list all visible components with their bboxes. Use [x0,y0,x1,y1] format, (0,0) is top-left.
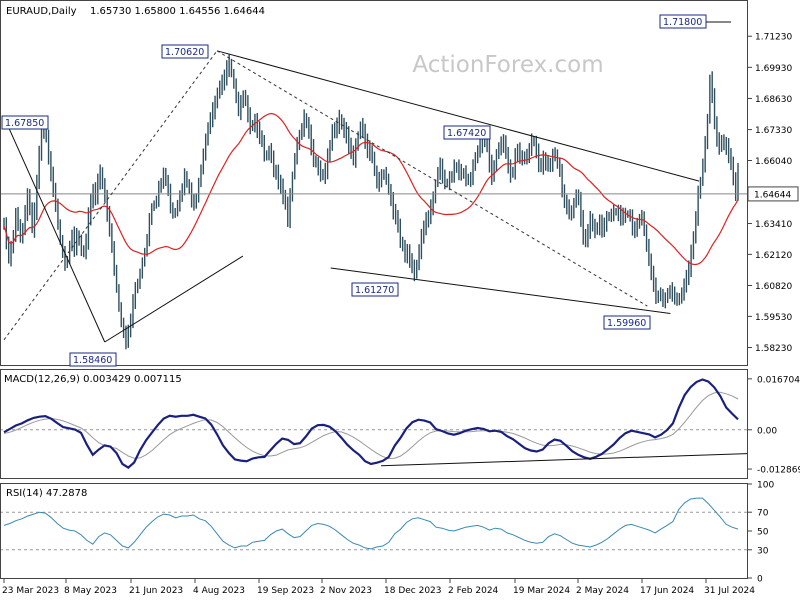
watermark: ActionForex.com [412,52,603,78]
support-trendline [330,267,671,315]
rsi-axis: 100 70 50 30 0 [747,481,774,585]
macd-label: MACD(12,26,9) 0.003429 0.007115 [4,374,182,385]
rsi-tick-label: 50 [757,528,769,538]
dashed-decline-line [216,50,648,307]
price-level-label: 1.59960 [607,318,646,329]
rsi-tick-label: 100 [757,481,774,491]
moving-average-line [3,112,739,266]
date-tick-label: 21 Jun 2023 [129,586,183,596]
price-level-box [161,44,209,59]
price-axis: 1.712301.699301.686301.673301.660401.647… [747,33,799,354]
date-tick-label: 19 Mar 2024 [513,586,570,596]
price-plot [1,50,747,350]
current-price-label: 1.64644 [754,190,791,200]
price-level-box [351,282,399,297]
price-tick-label: 1.67330 [755,126,792,136]
macd-line [3,378,739,469]
price-level-box [69,352,117,367]
price-level-box [443,125,491,140]
price-panel-frame [0,0,748,366]
macd-tick-label: 0.016704 [757,375,800,385]
ohlc-label: 1.65730 1.65800 1.64556 1.64644 [90,6,265,17]
date-tick-label: 23 Mar 2023 [2,586,59,596]
price-tick-label: 1.58230 [755,344,792,354]
resistance-trendline [216,50,700,182]
date-tick-label: 2 Nov 2023 [320,586,372,596]
price-level-label: 1.71800 [663,17,702,28]
date-tick-label: 19 Sep 2023 [257,586,314,596]
rsi-tick-label: 0 [757,575,763,585]
macd-tick-label: -0.012869 [757,466,800,476]
rsi-line [3,497,739,550]
price-level-label: 1.67420 [447,128,486,139]
date-tick-label: 2 May 2024 [576,586,629,596]
symbol-label: EURAUD,Daily [6,6,77,17]
macd-support-trendline [381,453,747,467]
price-tick-label: 1.60820 [755,282,792,292]
price-level-label: 1.70620 [165,47,204,58]
decline-trendline [3,116,106,343]
price-tick-label: 1.68630 [755,95,792,105]
date-tick-label: 17 Jun 2024 [640,586,694,596]
price-level-label: 1.58460 [73,355,112,366]
price-tick-label: 1.62120 [755,251,792,261]
price-tick-label: 1.63410 [755,220,792,230]
rsi-tick-label: 70 [757,509,769,519]
rsi-plot [1,497,747,551]
rising-support-line [104,255,244,343]
price-tick-label: 1.71230 [755,33,792,43]
price-level-box [603,315,651,330]
macd-tick-label: 0.00 [757,426,777,436]
rsi-panel-frame [0,483,748,579]
price-tick-label: 1.59530 [755,313,792,323]
date-axis: 23 Mar 2023 8 May 2023 21 Jun 2023 4 Aug 20… [2,578,755,596]
macd-axis: 0.016704 0.00 -0.012869 [747,375,800,476]
price-level-box [1,115,49,130]
price-tick-label: 1.66040 [755,157,792,167]
date-tick-label: 2 Feb 2024 [448,586,499,596]
price-annotations: 1.67850 1.70620 1.58460 1.61270 1.67420 1.599… [1,14,732,367]
price-level-label: 1.67850 [5,118,44,129]
price-tick-label: 1.69930 [755,64,792,74]
rsi-tick-label: 30 [757,546,769,556]
date-tick-label: 8 May 2023 [64,586,117,596]
price-level-label: 1.61270 [355,285,394,296]
date-tick-label: 4 Aug 2023 [193,586,245,596]
macd-signal-line [3,391,739,460]
rsi-label: RSI(14) 47.2878 [6,488,87,499]
current-price-box [747,186,799,202]
date-tick-label: 18 Dec 2023 [384,586,442,596]
macd-plot [1,378,747,469]
macd-panel-frame [0,369,748,479]
date-tick-label: 31 Jul 2024 [704,586,755,596]
